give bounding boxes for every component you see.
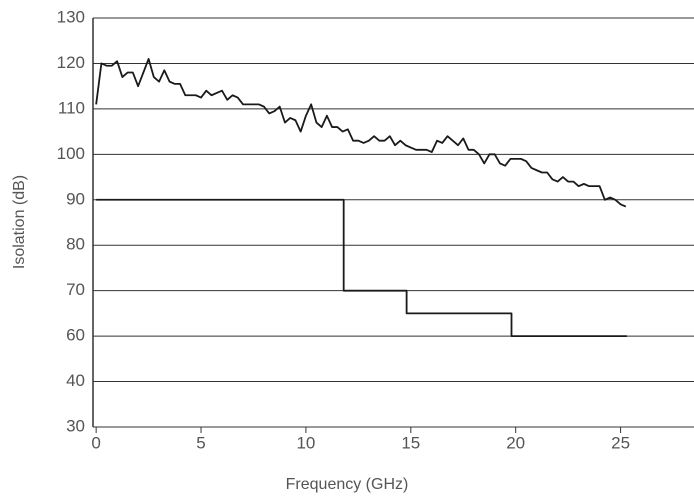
x-axis-title: Frequency (GHz)	[286, 476, 409, 493]
series-line	[95, 58, 627, 208]
x-tick-label: 25	[611, 433, 630, 452]
x-tick-label: 20	[506, 433, 525, 452]
y-tick-label: 130	[57, 7, 85, 26]
y-tick-label: 110	[58, 98, 85, 117]
x-tick-label: 10	[296, 433, 315, 452]
y-tick-label: 90	[66, 189, 85, 208]
y-tick-label: 80	[66, 235, 85, 254]
x-tick-label: 0	[91, 433, 100, 452]
y-tick-label: 100	[57, 144, 85, 163]
y-tick-label: 120	[57, 53, 85, 72]
y-tick-label: 60	[66, 326, 85, 345]
x-tick-label: 15	[401, 433, 420, 452]
y-axis-title: Isolation (dB)	[11, 175, 28, 269]
y-tick-label: 40	[66, 371, 85, 390]
y-tick-label: 70	[66, 280, 85, 299]
x-tick-label: 5	[196, 433, 205, 452]
series-line	[96, 198, 627, 338]
y-tick-label: 30	[66, 416, 85, 435]
